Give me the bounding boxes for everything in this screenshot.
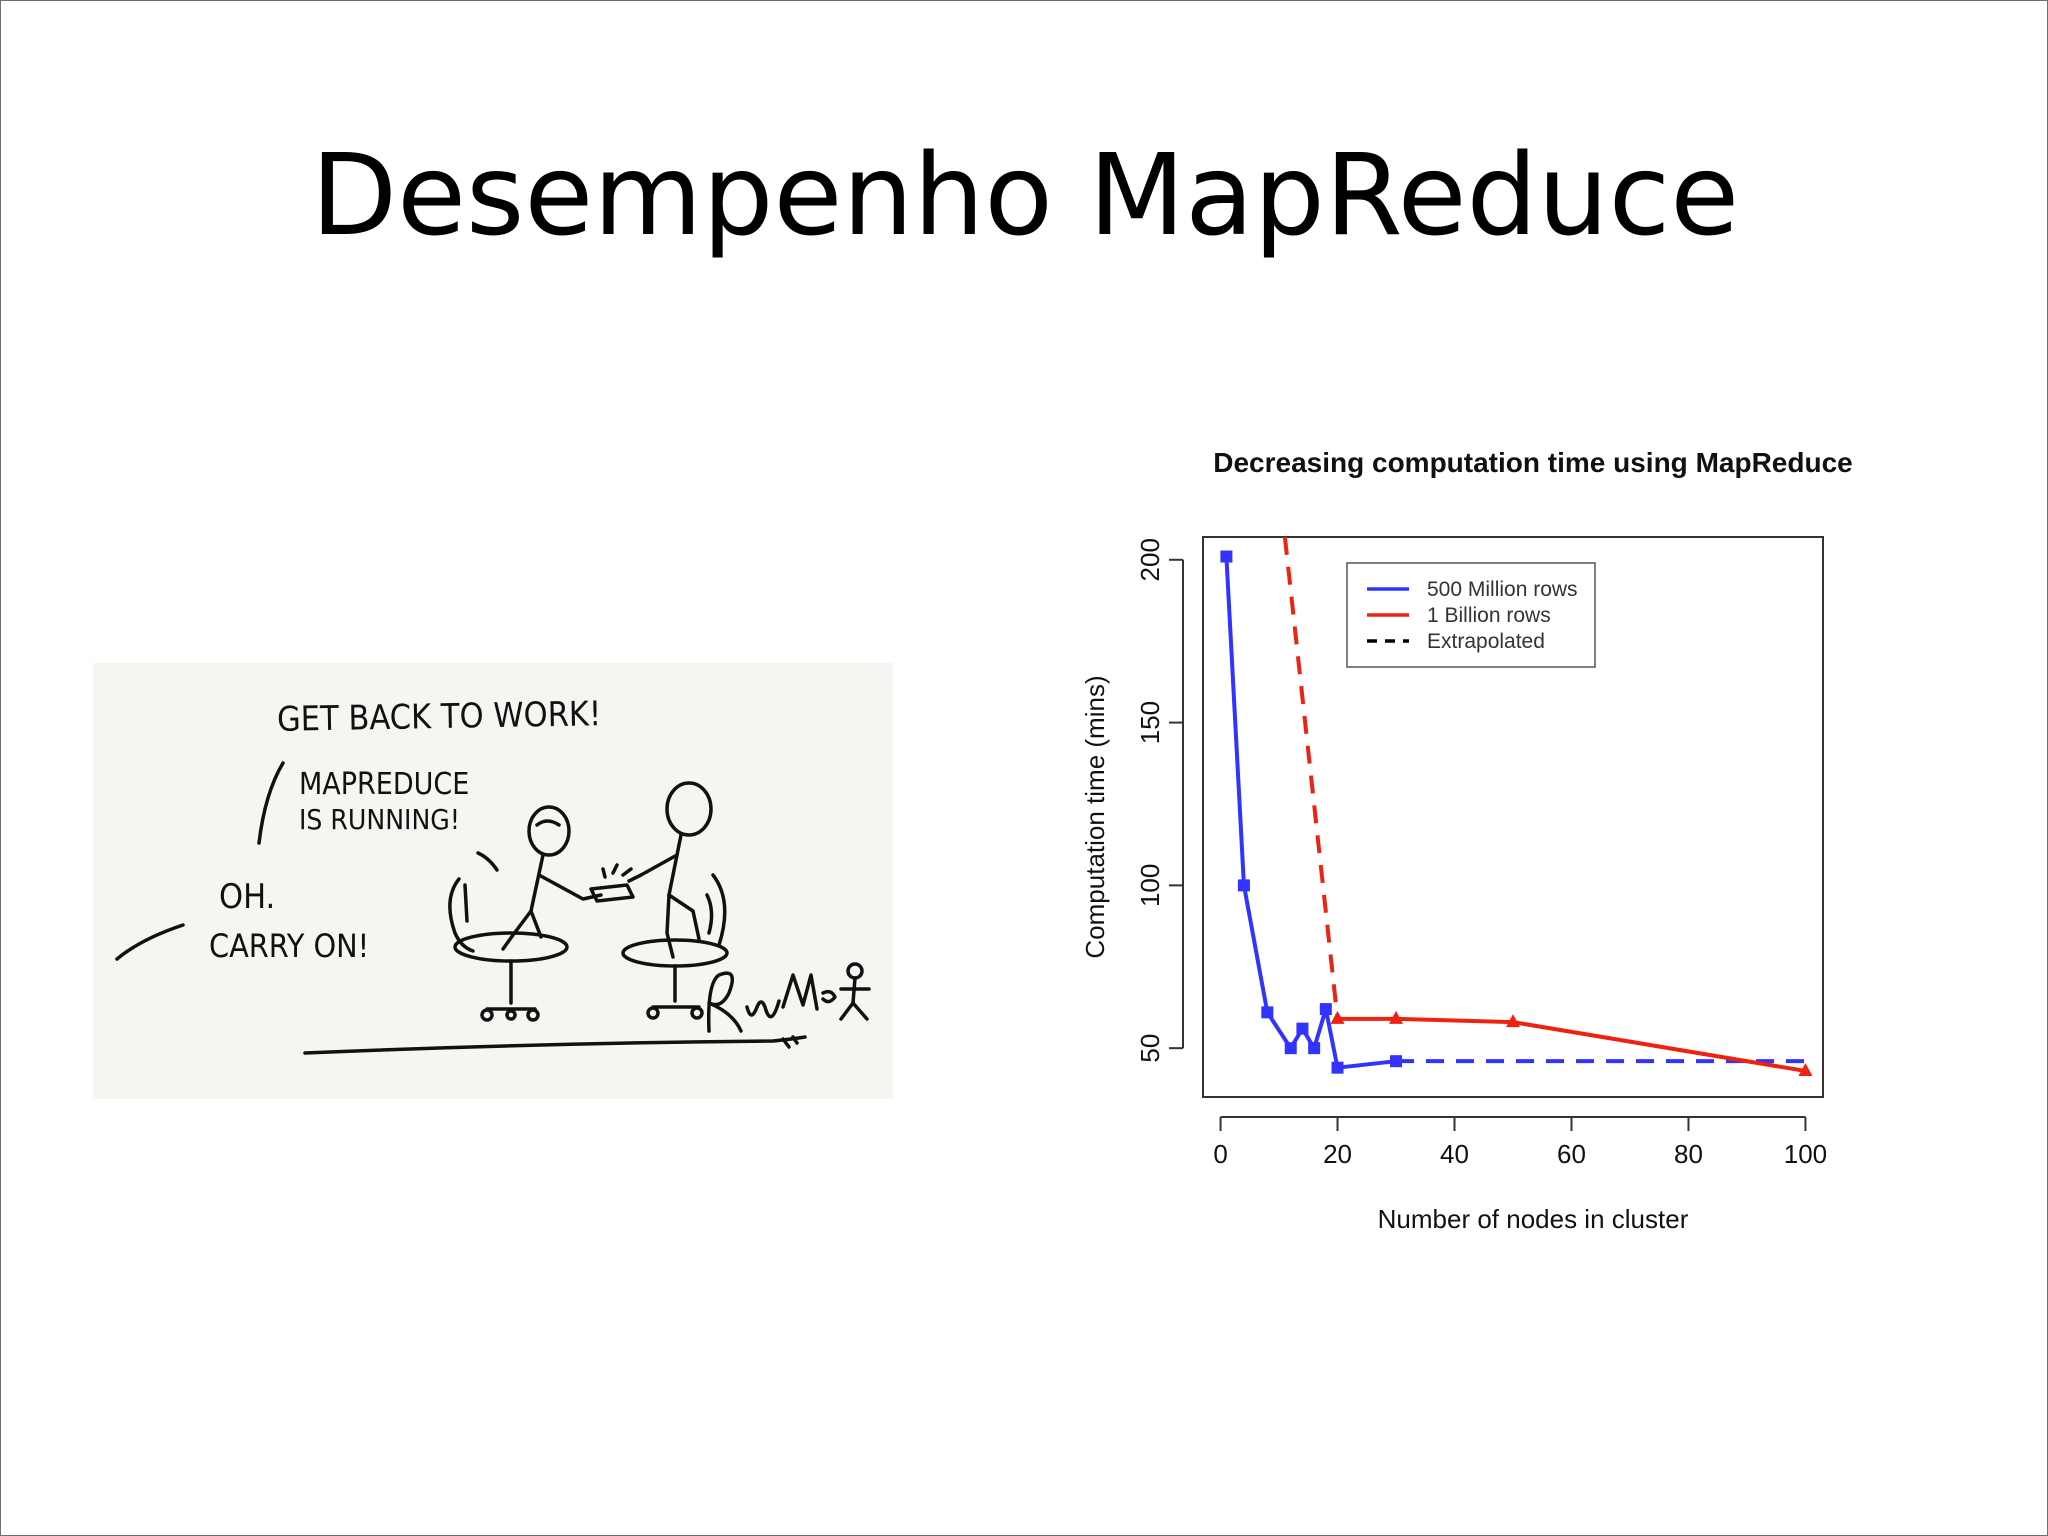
legend-label: Extrapolated [1427,630,1545,653]
data-point [1308,1042,1321,1055]
y-tick-label: 50 [1135,1034,1165,1063]
cartoon-caption-carry-on: CARRY ON! [209,927,370,965]
data-point [1284,1042,1297,1055]
cartoon-caption-mapreduce: MAPREDUCE [299,767,470,802]
chart: Decreasing computation time using MapRed… [1061,431,1961,1261]
y-tick-label: 200 [1135,538,1165,581]
x-tick-label: 80 [1674,1139,1703,1169]
data-point [1390,1055,1403,1068]
plot-markers [1220,550,1813,1076]
y-tick-label: 150 [1135,701,1165,744]
x-axis-label: Number of nodes in cluster [1378,1204,1689,1234]
x-tick-label: 40 [1440,1139,1469,1169]
series-line [1337,1016,1806,1073]
data-point [1296,1022,1309,1035]
data-point [1330,1010,1345,1024]
data-point [1319,1003,1332,1016]
x-tick-label: 60 [1557,1139,1586,1169]
data-point [1798,1062,1813,1076]
x-tick-label: 20 [1323,1139,1352,1169]
data-point [1220,550,1233,563]
cartoon-image: GET BACK TO WORK! MAPREDUCE IS RUNNING! … [93,663,893,1099]
data-point [1331,1061,1344,1074]
data-point [1389,1010,1404,1024]
data-point [1506,1014,1520,1028]
x-tick-label: 0 [1213,1139,1227,1169]
data-point [1237,879,1250,892]
legend-label: 500 Million rows [1427,578,1578,601]
legend-label: 1 Billion rows [1427,604,1551,627]
cartoon-caption-is-running: IS RUNNING! [299,803,460,836]
slide-title: Desempenho MapReduce [310,131,1740,261]
plot-frame [1202,536,1824,1098]
cartoon-caption-get-back: GET BACK TO WORK! [276,694,602,740]
chart-svg: Decreasing computation time using MapRed… [1080,447,1853,1234]
legend: 500 Million rows 1 Billion rows Extrapolat… [1346,562,1596,668]
cartoon-caption-oh: OH. [219,877,276,917]
y-axis-label: Computation time (mins) [1080,675,1110,958]
cartoon-drawing [115,761,871,1055]
extrapolated-line [1282,537,1340,1020]
x-tick-label: 100 [1784,1139,1827,1169]
chart-title: Decreasing computation time using MapRed… [1213,447,1852,478]
data-point [1261,1006,1274,1019]
x-axis: 0 20 40 60 80 100 [1213,1116,1827,1169]
y-tick-label: 100 [1135,864,1165,907]
y-axis: 50 100 150 200 [1135,538,1184,1063]
